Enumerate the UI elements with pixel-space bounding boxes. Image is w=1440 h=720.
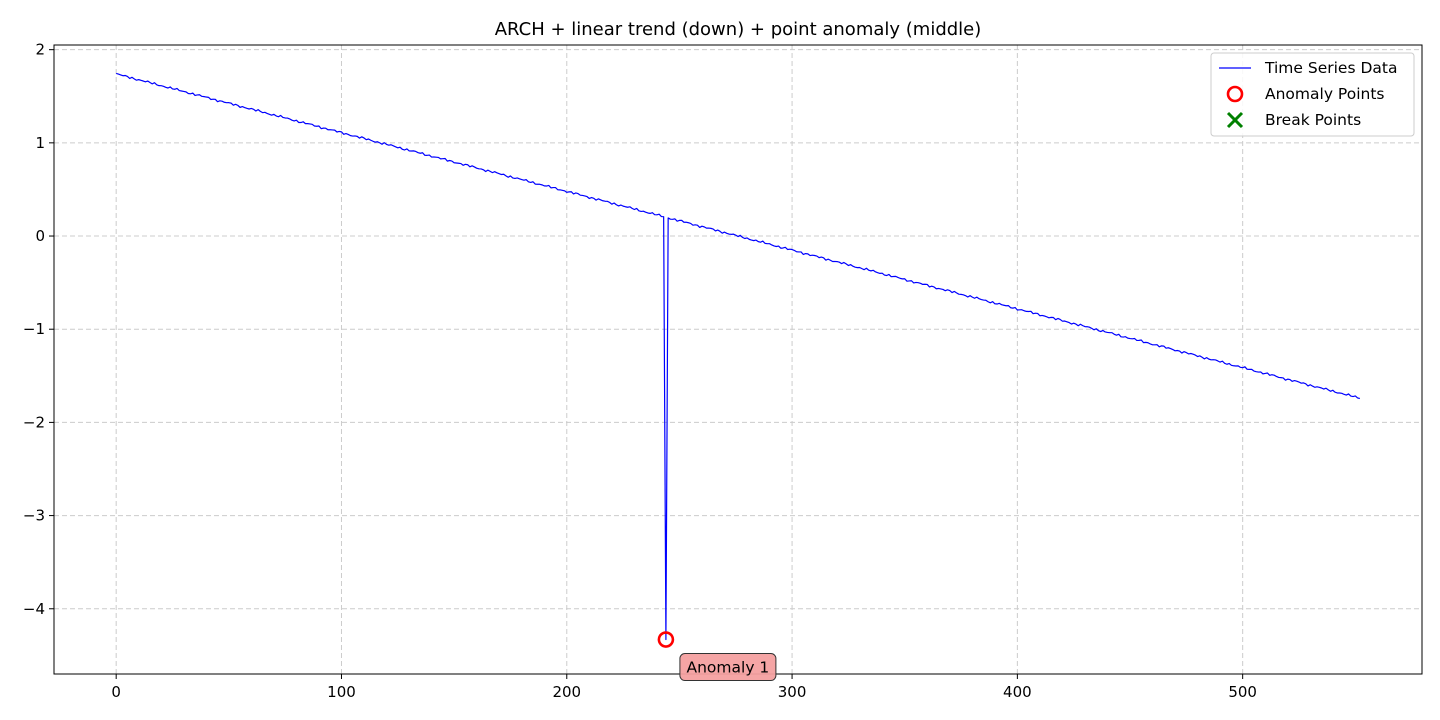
x-tick-label: 200 [552, 683, 581, 701]
chart-title: ARCH + linear trend (down) + point anoma… [495, 19, 982, 40]
annotations: Anomaly 1 [679, 653, 777, 682]
legend: Time Series Data Anomaly Points Break Poin… [1210, 52, 1415, 137]
legend-label: Time Series Data [1264, 59, 1397, 77]
legend-label: Break Points [1265, 111, 1361, 129]
axis-ticks: 0 100 200 300 400 500 2 1 0 −1 −2 −3 −4 [23, 41, 1257, 701]
y-tick-label: −3 [23, 507, 45, 525]
x-tick-label: 0 [111, 683, 121, 701]
x-tick-label: 100 [327, 683, 356, 701]
x-tick-label: 400 [1003, 683, 1032, 701]
legend-handle-circle [1226, 85, 1244, 103]
series-line-time-series-data [116, 72, 1360, 641]
legend-box [1210, 52, 1415, 137]
plot-series [116, 72, 1360, 648]
y-tick-label: −1 [23, 320, 45, 338]
x-tick-label: 500 [1228, 683, 1257, 701]
plot-frame [53, 44, 1423, 675]
y-tick-label: 1 [35, 134, 45, 152]
x-tick-label: 300 [778, 683, 807, 701]
legend-label: Anomaly Points [1265, 85, 1384, 103]
y-tick-label: 2 [35, 41, 45, 59]
anomaly-annotation-box [679, 653, 777, 682]
legend-handle-x [1226, 111, 1244, 129]
y-tick-label: −4 [23, 600, 45, 618]
y-tick-label: 0 [35, 227, 45, 245]
grid-lines [54, 45, 1422, 674]
anomaly-annotation-label: Anomaly 1 [687, 659, 770, 677]
anomaly-point-marker [657, 631, 675, 648]
y-tick-label: −2 [23, 413, 45, 431]
